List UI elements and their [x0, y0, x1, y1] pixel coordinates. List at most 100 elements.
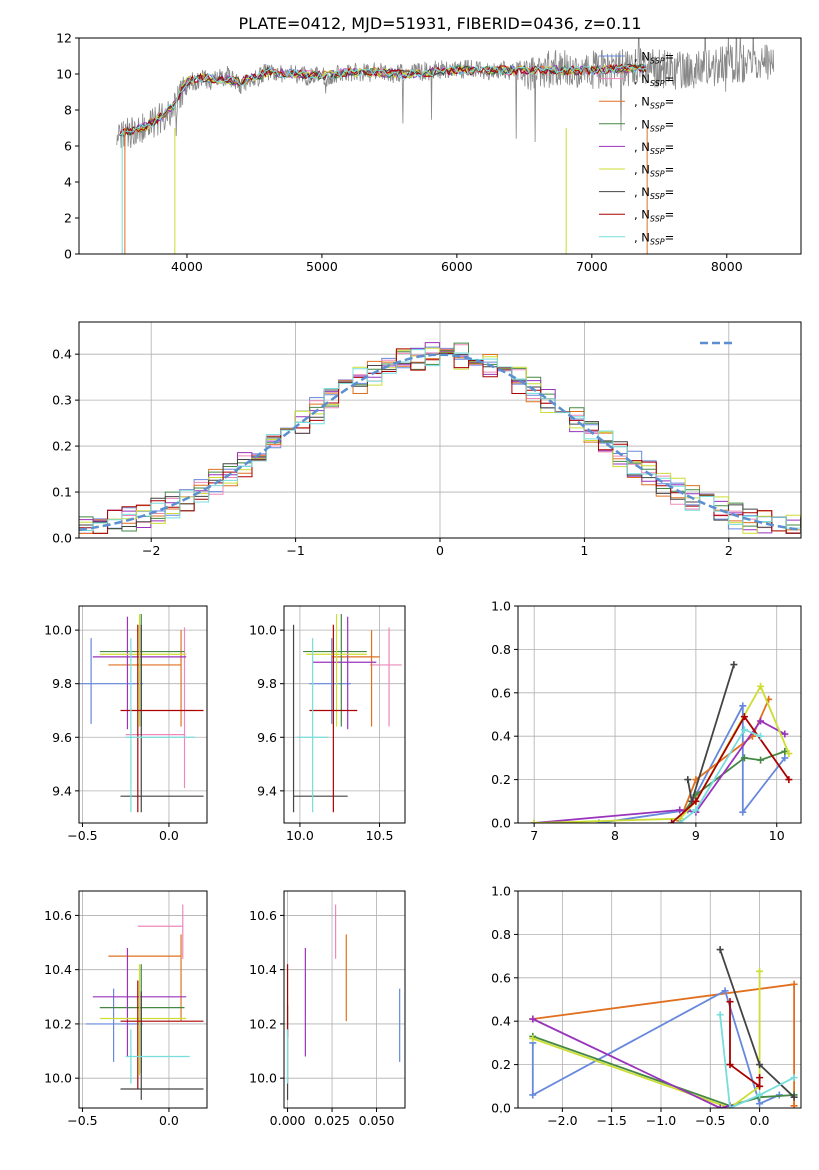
weight-marker-chabrier_stelib [756, 1061, 764, 1069]
y-tick-label: 10.0 [249, 1071, 277, 1086]
weight-marker-salpeter_stelib [668, 819, 676, 823]
weight-marker-kroupa_stelib [726, 1104, 734, 1108]
legend-eq: = [665, 140, 675, 154]
y-tick-label: 0.8 [491, 927, 511, 942]
weight-marker-chabrier_stelib [716, 946, 724, 954]
y-tick-label: 0.0 [491, 816, 511, 831]
legend-eq: = [665, 163, 675, 177]
y-tick-label: 9.8 [257, 676, 277, 691]
weight-marker-chabrier_miles [756, 1100, 764, 1108]
x-tick-label: 6000 [441, 259, 473, 274]
y-tick-label: 0.4 [491, 1014, 511, 1029]
weight-marker-chabrier_miles [781, 754, 789, 762]
x-tick-label: 4000 [171, 259, 203, 274]
legend-sub: SSP [650, 79, 665, 88]
weight-marker-kroupa_miles [790, 980, 798, 988]
legend-entry: , NSSP= [634, 117, 674, 133]
legend-eq: = [665, 230, 675, 244]
weight-marker-chabrier_miles [739, 702, 747, 710]
weight-line-kroupa_elodie [532, 971, 761, 1108]
y-tick-label: 10.4 [249, 962, 277, 977]
weight-marker-kroupa_elodie [530, 819, 538, 823]
x-tick-label: −1 [286, 543, 304, 558]
weight-marker-salpeter_stelib [785, 776, 793, 784]
legend-entry: , NSSP= [634, 208, 674, 224]
y-tick-label: 10 [56, 67, 72, 82]
weight-marker-chabrier_miles [739, 808, 747, 816]
legend-eq: = [665, 208, 675, 222]
gaussian-curve [79, 353, 801, 532]
y-tick-label: 0.2 [52, 439, 72, 454]
x-tick-label: 0.050 [359, 1113, 395, 1128]
y-tick-label: 10.2 [44, 1016, 72, 1031]
axes-frame [283, 605, 406, 824]
x-tick-label: 8 [611, 828, 619, 843]
chart-age_weight: 7 8 9 10 0.0 0.2 0.4 0.6 0.8 1.0 [491, 599, 802, 843]
legend-eq: = [665, 95, 675, 109]
legend-eq: = [665, 50, 675, 64]
legend-sub: SSP [650, 215, 665, 224]
weight-marker-chabrier_stelib [730, 661, 738, 669]
weight-marker-salpeter_stelib [692, 797, 700, 805]
weight-marker-kroupa_elodie [785, 750, 793, 758]
plot-area-mass_age [284, 606, 405, 823]
weight-marker-salpeter_elodie [716, 1104, 724, 1108]
y-tick-label: 10.0 [44, 1071, 72, 1086]
y-tick-label: 8 [64, 103, 72, 118]
y-tick-label: 0.3 [52, 393, 72, 408]
model-spectrum-line-kroupa_stelib [119, 65, 647, 136]
weight-line-salpeter_stelib [671, 715, 790, 823]
legend-entry: , NSSP= [634, 163, 674, 179]
y-tick-label: 0.6 [491, 970, 511, 985]
weight-line-kroupa_stelib [679, 728, 761, 823]
chart-mass_age: 10.0 10.5 9.4 9.6 9.8 10.0 [249, 605, 406, 843]
legend-sep: , N [634, 117, 650, 131]
axes-frame [283, 890, 406, 1109]
weight-marker-kroupa_elodie [529, 1035, 537, 1043]
weight-marker-salpeter_elodie [781, 730, 789, 738]
y-tick-label: 0 [64, 247, 72, 262]
legend-sub: SSP [650, 57, 665, 66]
axes-frame [517, 890, 802, 1109]
weight-line-chabrier_miles [531, 989, 780, 1105]
x-tick-label: 10.5 [366, 828, 394, 843]
axes-frame [78, 605, 208, 824]
weight-marker-chabrier_elodie [740, 754, 748, 762]
weight-line-salpeter_stelib [729, 1001, 761, 1089]
chart-z_mass: −0.5 0.0 10.0 10.2 10.4 10.6 [44, 890, 208, 1128]
legend-entry: , NSSP= [634, 230, 674, 246]
axes-frame [517, 605, 802, 824]
chart-z_age: −0.5 0.0 9.4 9.6 9.8 10.0 [44, 605, 208, 843]
weight-marker-chabrier_miles [529, 1091, 537, 1099]
y-tick-label: 6 [64, 139, 72, 154]
weight-marker-salpeter_stelib [756, 1082, 764, 1090]
weight-marker-kroupa_stelib [756, 1091, 764, 1099]
y-tick-label: 0.6 [491, 685, 511, 700]
legend-sub: SSP [650, 237, 665, 246]
weight-marker-kroupa_stelib [692, 806, 700, 814]
legend-sep: , N [634, 163, 650, 177]
y-tick-label: 0.4 [52, 347, 72, 362]
plot-area-z_mass [79, 891, 207, 1108]
legend-entry: , NSSP= [634, 95, 674, 111]
y-tick-label: 0.4 [491, 729, 511, 744]
legend-sep: , N [634, 185, 650, 199]
legend-sep: , N [634, 50, 650, 64]
y-tick-label: 0.8 [491, 642, 511, 657]
histogram-kroupa_miles [79, 349, 801, 534]
chart-z_weight: −2.0 −1.5 −1.0 −0.5 0.0 0.0 0.2 0.4 0.6 0.8 1.0 [491, 884, 802, 1128]
y-tick-label: 9.4 [257, 783, 277, 798]
x-tick-label: −0.5 [695, 1113, 725, 1128]
x-tick-label: 0.000 [270, 1113, 306, 1128]
weight-marker-kroupa_stelib [716, 1011, 724, 1019]
legend-sub: SSP [650, 170, 665, 179]
y-tick-label: 10.0 [249, 623, 277, 638]
legend-sub: SSP [650, 192, 665, 201]
x-tick-label: 7000 [576, 259, 608, 274]
y-tick-label: 9.6 [52, 730, 72, 745]
x-tick-label: 8000 [711, 259, 743, 274]
weight-marker-chabrier_elodie [757, 756, 765, 764]
weight-marker-salpeter_elodie [757, 717, 765, 725]
weight-marker-salpeter_elodie [529, 1015, 537, 1023]
